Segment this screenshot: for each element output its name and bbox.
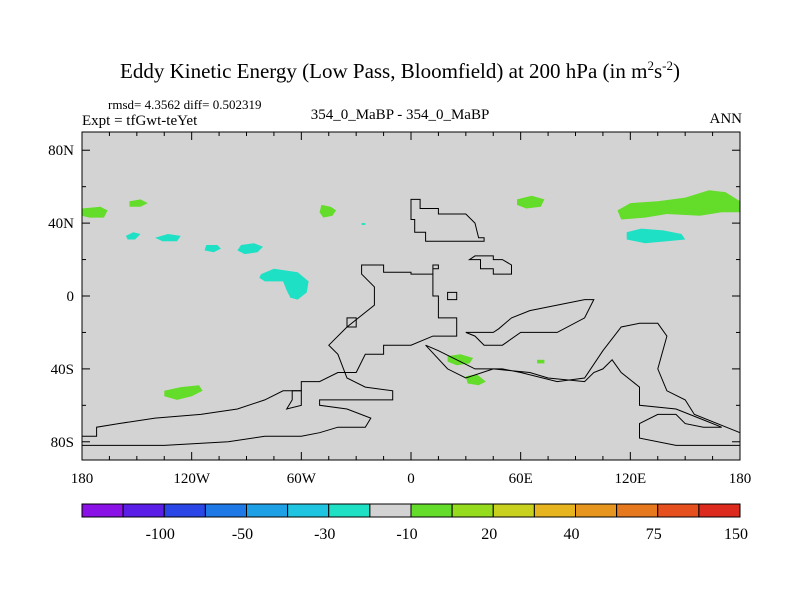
coastline-outline [410, 198, 485, 242]
x-tick-label: 120W [173, 471, 211, 487]
title-unit-exp2: -2 [662, 58, 673, 73]
colorbar-swatch [575, 503, 618, 518]
chart-title: Eddy Kinetic Energy (Low Pass, Bloomfiel… [0, 58, 800, 84]
contour-patch [465, 374, 486, 386]
contour-patch [125, 232, 141, 240]
title-unit-mid: s [653, 59, 663, 83]
coastline-outline [81, 264, 458, 446]
contour-patch [164, 385, 203, 400]
y-tick-label: 80S [51, 435, 74, 451]
contour-patch [626, 228, 686, 244]
colorbar-swatch [204, 503, 247, 518]
colorbar-swatch [698, 503, 741, 518]
colorbar-swatch [163, 503, 206, 518]
coastline-outline [465, 299, 595, 346]
colorbar-label: -30 [314, 526, 335, 543]
title-main: Eddy Kinetic Energy (Low Pass, Bloomfiel… [120, 59, 648, 83]
coastline-outline [467, 255, 512, 275]
colorbar-swatch [616, 503, 659, 518]
stats-text: rmsd= 4.3562 diff= 0.502319 [108, 97, 262, 112]
title-unit-exp1: 2 [647, 58, 654, 73]
colorbar-swatch [287, 503, 330, 518]
colorbar-label: -10 [396, 526, 417, 543]
x-tick-label: 60E [509, 471, 533, 487]
colorbar-swatch [369, 503, 412, 518]
contour-patch [237, 243, 263, 255]
contour-patch [447, 354, 474, 366]
right-label: ANN [709, 111, 743, 127]
contour-patch [361, 223, 366, 225]
x-tick-label: 180 [71, 471, 94, 487]
coastline-outline [285, 390, 302, 410]
contour-patch [537, 359, 545, 364]
colorbar-swatch [492, 503, 535, 518]
x-tick-label: 60W [287, 471, 317, 487]
colorbar-label: -50 [232, 526, 253, 543]
contour-patch [129, 199, 148, 207]
y-tick-label: 80N [48, 143, 74, 159]
contour-patch [319, 204, 337, 218]
contour-patch [617, 190, 740, 220]
contour-patch [204, 245, 221, 253]
contour-patch [82, 206, 108, 218]
colorbar-label: 40 [564, 526, 580, 543]
x-tick-label: 180 [729, 471, 752, 487]
x-tick-label: 120E [614, 471, 646, 487]
y-tick-label: 40S [51, 362, 74, 378]
colorbar-label: 75 [646, 526, 662, 543]
title-unit-end: ) [672, 59, 680, 83]
colorbar-swatch [410, 503, 453, 518]
colorbar-swatch [328, 503, 371, 518]
colorbar-label: -100 [146, 526, 175, 543]
plot-background [82, 132, 740, 460]
colorbar-swatch [657, 503, 700, 518]
colorbar-swatch [451, 503, 494, 518]
center-label: 354_0_MaBP - 354_0_MaBP [310, 107, 490, 123]
contour-patch [517, 195, 545, 209]
colorbar-swatch [81, 503, 124, 518]
contour-patch [259, 268, 309, 300]
y-tick-label: 40N [48, 216, 74, 232]
left-label: Expt = tfGwt-teYet [82, 113, 198, 129]
colorbar-label: 150 [724, 526, 748, 543]
colorbar-swatch [533, 503, 576, 518]
colorbar-swatch [246, 503, 289, 518]
colorbar-label: 20 [481, 526, 497, 543]
contour-patch [155, 234, 181, 242]
colorbar-swatch [122, 503, 165, 518]
y-tick-label: 0 [67, 289, 75, 305]
coastline-outline [425, 322, 741, 446]
coastline-outline [447, 291, 458, 301]
coastline-outline [346, 317, 357, 328]
x-tick-label: 0 [407, 471, 415, 487]
